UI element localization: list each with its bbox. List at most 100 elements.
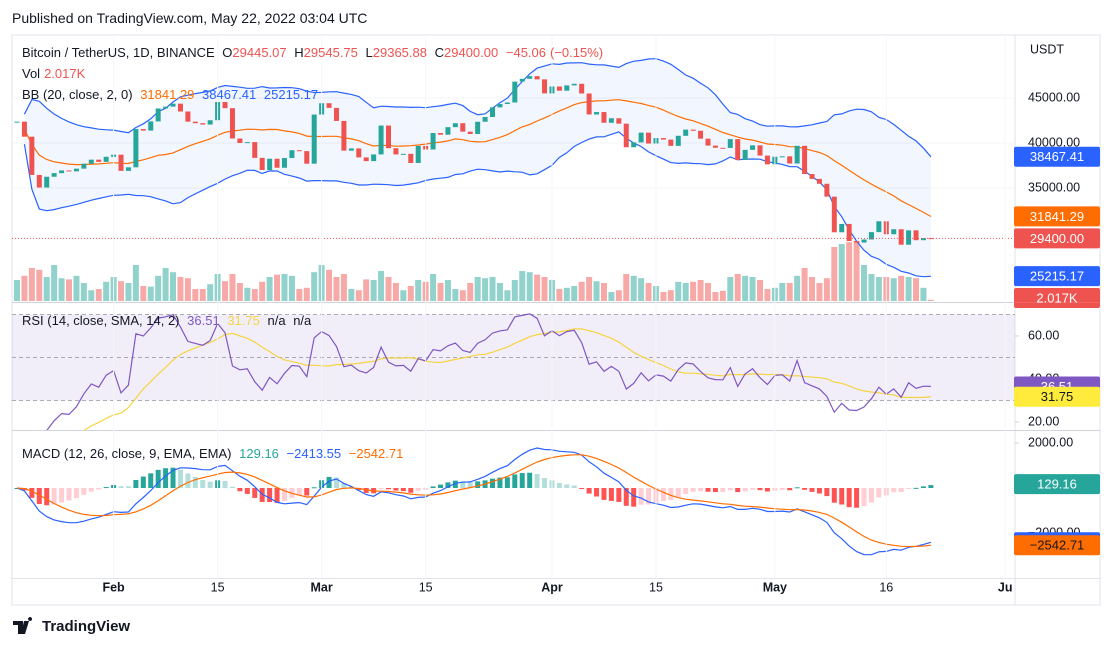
volume-bar (333, 277, 340, 301)
macd-histogram-bar (809, 488, 815, 492)
macd-histogram-bar (616, 488, 622, 502)
candle (237, 138, 243, 144)
volume-bar (244, 287, 251, 301)
volume-bar (73, 275, 80, 301)
macd-line (16, 447, 932, 556)
macd-histogram-bar (906, 488, 912, 490)
volume-bar (400, 290, 407, 301)
candle (59, 170, 65, 174)
price-badge (1014, 206, 1100, 227)
volume-bar (36, 269, 43, 301)
candle (393, 148, 399, 155)
volume-bar (125, 283, 132, 301)
volume-bar (727, 277, 734, 301)
candle (802, 145, 808, 175)
candle (757, 145, 763, 156)
volume-legend: Vol 2.017K (22, 66, 89, 81)
macd-histogram-bar (133, 479, 139, 489)
candle (363, 157, 369, 162)
candle (66, 170, 72, 172)
volume-bar (236, 283, 243, 301)
macd-histogram-bar (460, 481, 466, 489)
macd-histogram-bar (192, 476, 198, 489)
candle (371, 154, 377, 162)
candle (333, 107, 339, 121)
rsi-name: RSI (14, close, SMA, 14, 2) (22, 313, 180, 328)
candle (846, 223, 852, 242)
macd-histogram-bar (816, 488, 822, 494)
candle (408, 153, 414, 163)
macd-histogram-bar (467, 482, 473, 489)
macd-histogram-bar (868, 488, 874, 503)
rsi-extra: n/a (267, 313, 286, 328)
price-badge-label: 31.75 (1041, 389, 1074, 404)
volume-bar (764, 289, 771, 301)
volume-bar (831, 247, 838, 301)
y-tick-label: 20.00 (1028, 414, 1059, 428)
candle (200, 123, 206, 125)
signal-line (16, 454, 931, 548)
candle (646, 132, 652, 144)
macd-histogram-bar (846, 488, 852, 508)
chart-frame (11, 34, 1101, 606)
volume-bar (556, 289, 563, 301)
volume-bar (259, 281, 266, 301)
macd-histogram-bar (400, 488, 406, 492)
macd-histogram-bar (163, 468, 169, 489)
volume-bar (593, 281, 600, 301)
macd-histogram-bar (103, 487, 109, 489)
volume-bar (838, 244, 845, 301)
macd-histogram-bar (898, 488, 904, 492)
price-badge-label: 129.16 (1037, 477, 1077, 492)
volume-bar (734, 274, 741, 301)
volume-bar (920, 287, 927, 301)
candle (690, 129, 696, 131)
macd-histogram-bar (222, 480, 228, 489)
open-value: 29445.07 (232, 45, 287, 60)
candle (720, 147, 726, 149)
main-legend: Bitcoin / TetherUS, 1D, BINANCE O29445.0… (22, 45, 607, 60)
volume-bar (430, 274, 437, 301)
candle (504, 102, 510, 105)
volume-bar (118, 281, 125, 301)
macd-histogram-bar (727, 488, 733, 491)
macd-histogram-bar (824, 488, 830, 497)
candle (571, 83, 577, 86)
volume-bar (88, 290, 95, 301)
rsi-pane (12, 313, 1015, 430)
symbol: Bitcoin / TetherUS, 1D, BINANCE (22, 45, 215, 60)
volume-bar (147, 286, 154, 301)
candle (73, 168, 79, 172)
macd-histogram-bar (452, 480, 458, 489)
volume-bar (905, 277, 912, 301)
candle (638, 132, 644, 143)
volume-bar (809, 277, 816, 301)
macd-histogram-bar (185, 473, 191, 489)
bb-upper-value: 38467.41 (202, 87, 257, 102)
macd-histogram-bar (608, 488, 614, 501)
x-tick-label: 15 (649, 580, 663, 594)
macd-histogram-bar (88, 488, 94, 492)
macd-histogram-bar (690, 488, 696, 492)
macd-histogram-bar (252, 488, 258, 498)
candle (378, 125, 384, 155)
x-tick-label: 16 (879, 580, 893, 594)
macd-histogram-bar (831, 488, 837, 503)
x-tick-label: 15 (419, 580, 433, 594)
volume-bar (184, 278, 191, 301)
volume-bar (140, 286, 147, 301)
candle (809, 174, 815, 179)
candle (727, 139, 733, 148)
bb-lower (23, 131, 931, 278)
volume-bar (526, 272, 533, 301)
macd-histogram-bar (348, 486, 354, 489)
volume-bar (288, 275, 295, 301)
volume-bar (482, 278, 489, 301)
candle (527, 76, 533, 79)
volume-bar (697, 280, 704, 301)
price-badge (1014, 146, 1100, 167)
price-badge-label: 25215.17 (1030, 269, 1084, 284)
macd-histogram-bar (44, 488, 50, 506)
price-badge (1014, 266, 1100, 287)
change-value: −45.06 (505, 45, 546, 60)
